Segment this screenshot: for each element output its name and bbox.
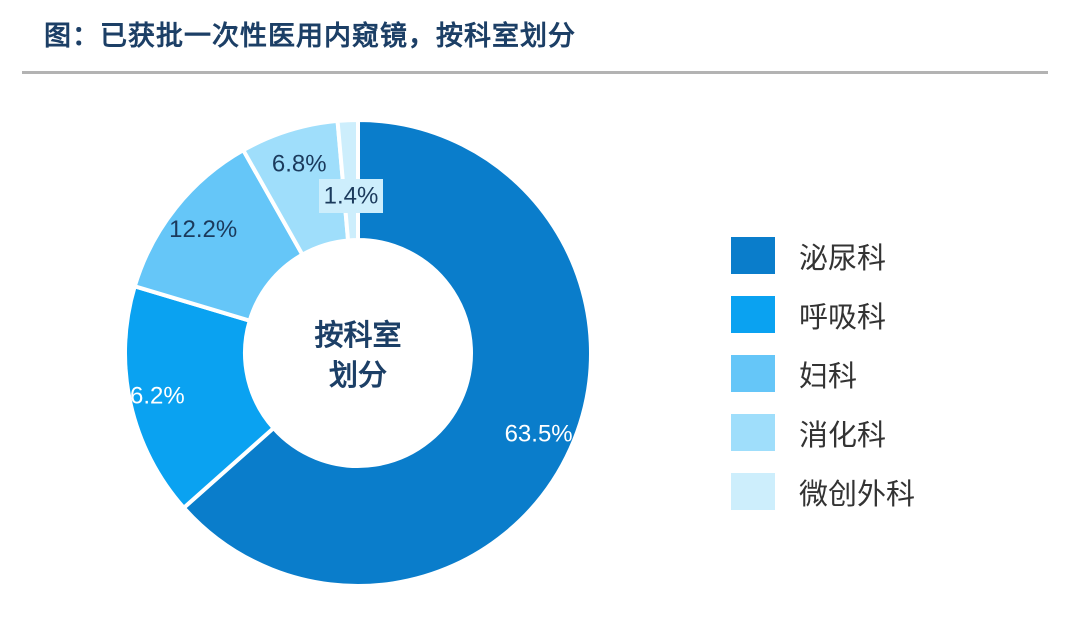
slice-label-2: 16.2% [117, 382, 185, 409]
legend-swatch [731, 296, 775, 333]
legend-item: 消化科 [731, 403, 915, 462]
legend-label: 微创外科 [799, 476, 916, 511]
slice-label-4: 6.8% [272, 150, 327, 177]
legend-item: 微创外科 [731, 462, 915, 521]
legend-label: 泌尿科 [799, 240, 887, 275]
legend-label: 消化科 [799, 417, 887, 452]
legend-item: 妇科 [731, 344, 915, 403]
center-label-line-2: 划分 [329, 358, 387, 392]
title-divider [22, 71, 1048, 74]
legend-item: 泌尿科 [731, 226, 915, 285]
chart-title: 图：已获批一次性医用内窥镜，按科室划分 [44, 21, 576, 52]
donut-slice-1 [181, 117, 593, 588]
slice-label-5: 1.4% [324, 183, 379, 210]
slice-labels: 63.5% 16.2% 12.2% 6.8% 1.4% [117, 150, 573, 447]
legend-swatch [731, 414, 775, 451]
slice-label-box [319, 179, 383, 213]
legend-label: 妇科 [799, 358, 858, 393]
legend-label: 呼吸科 [799, 299, 887, 334]
donut-slice-3 [132, 147, 306, 324]
chart-legend: 泌尿科 呼吸科 妇科 消化科 微创外科 [731, 226, 915, 521]
donut-slice-2 [123, 283, 277, 511]
legend-item: 呼吸科 [731, 285, 915, 344]
center-label-line-1: 按科室 [314, 318, 401, 352]
slice-label-1: 63.5% [505, 421, 573, 448]
legend-swatch [731, 473, 775, 510]
legend-swatch [731, 237, 775, 274]
legend-swatch [731, 355, 775, 392]
donut-chart: 63.5% 16.2% 12.2% 6.8% 1.4% 按科室 划分 [117, 117, 593, 588]
slice-label-3: 12.2% [169, 216, 237, 243]
